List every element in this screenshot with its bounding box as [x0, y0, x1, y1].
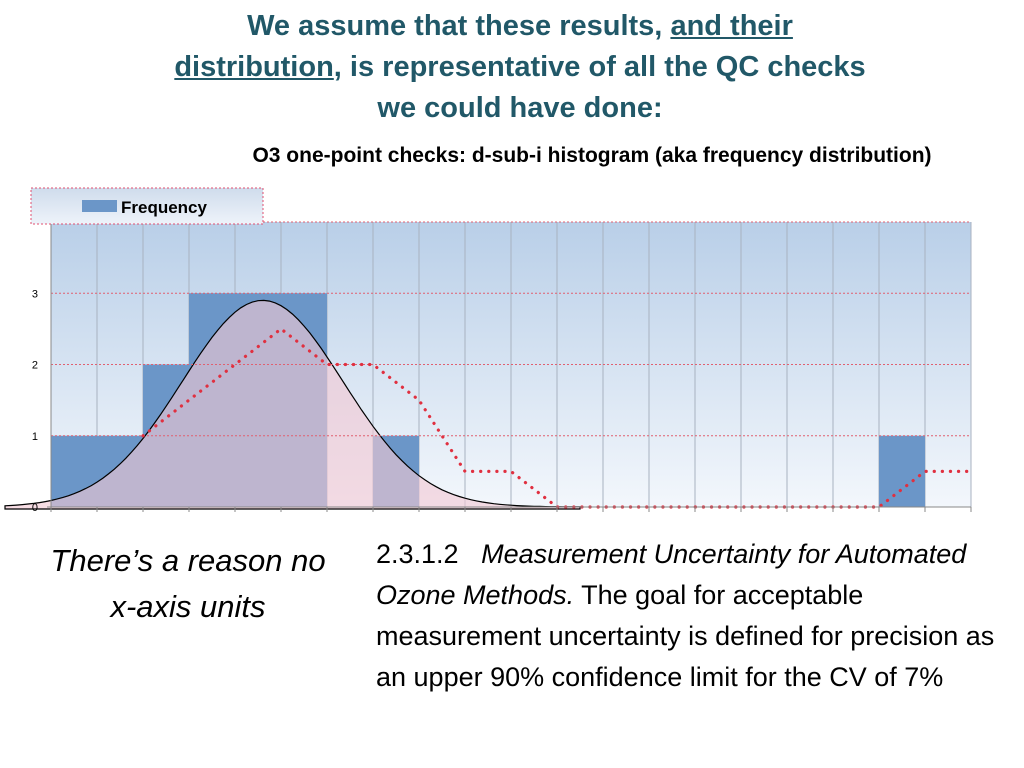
left-note: There’s a reason no x-axis units	[50, 543, 326, 624]
title-text-2: , is representative of all the QC checks…	[333, 51, 866, 124]
y-tick-labels: 0 1 2 3	[32, 288, 38, 514]
title-text-1: We assume that these results,	[247, 10, 671, 42]
legend: Frequency	[30, 187, 264, 225]
normal-curve-shape	[4, 299, 581, 510]
axes	[47, 222, 972, 512]
y-tick-label: 1	[32, 431, 38, 443]
section-body: The goal for acceptable measurement unce…	[376, 580, 995, 692]
y-tick-label: 0	[32, 502, 38, 514]
legend-label: Frequency	[121, 198, 208, 217]
legend-swatch	[82, 200, 117, 212]
slide-title: We assume that these results, and their …	[160, 6, 880, 129]
title-underline-2: distribution	[174, 51, 334, 83]
y-tick-label: 3	[32, 288, 38, 300]
bar	[879, 435, 925, 507]
chart-title: O3 one-point checks: d-sub-i histogram (…	[252, 144, 932, 167]
section-title: Measurement Uncertainty for Automated Oz…	[376, 539, 967, 610]
normal-curve	[4, 299, 581, 510]
section-number: 2.3.1.2	[376, 539, 459, 569]
legend-box	[30, 187, 264, 225]
title-underline-1: and their	[670, 10, 793, 42]
body-text: 2.3.1.2 Measurement Uncertainty for Auto…	[376, 534, 996, 698]
y-tick-label: 2	[32, 360, 38, 372]
